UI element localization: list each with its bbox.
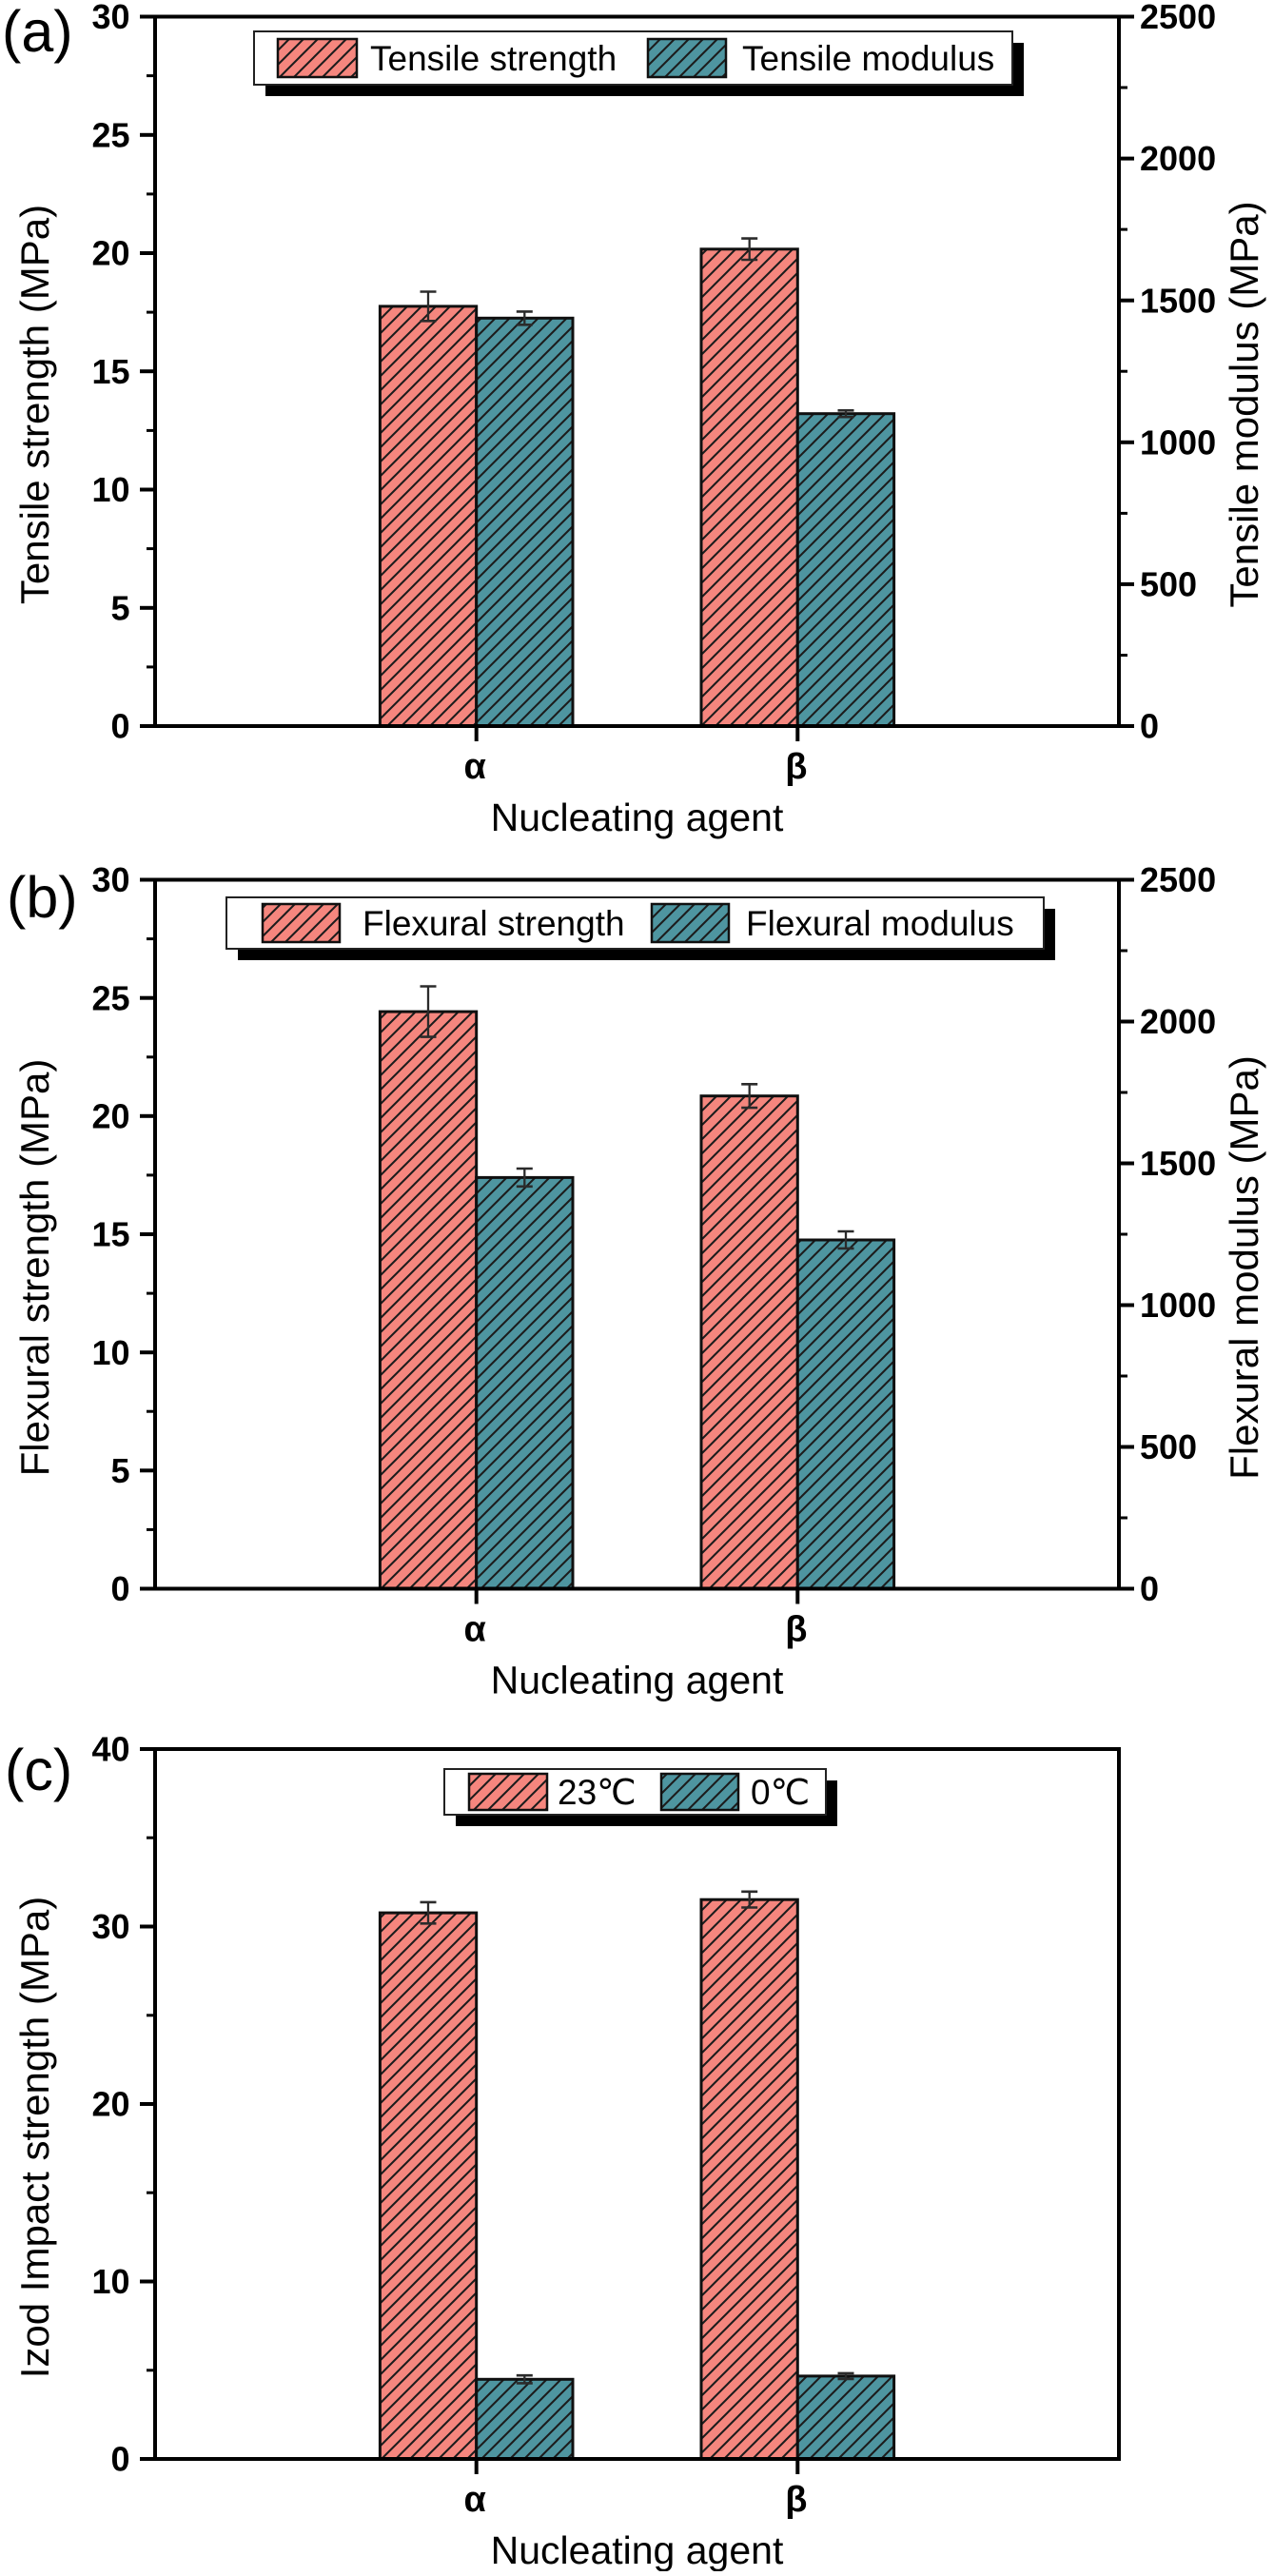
svg-text:(c): (c) [5,1738,72,1802]
svg-text:0: 0 [110,707,129,746]
svg-text:20: 20 [91,2085,129,2124]
svg-text:Flexural modulus (MPa): Flexural modulus (MPa) [1222,1055,1266,1480]
svg-text:1500: 1500 [1140,1144,1216,1183]
svg-text:25: 25 [91,115,129,154]
svg-text:(b): (b) [7,865,78,930]
svg-text:2000: 2000 [1140,139,1216,178]
svg-text:30: 30 [91,860,129,899]
svg-text:20: 20 [91,1096,129,1135]
svg-text:β: β [785,747,807,787]
svg-text:Tensile strength (MPa): Tensile strength (MPa) [12,205,57,604]
svg-text:0: 0 [1140,1569,1159,1608]
svg-text:10: 10 [91,1333,129,1372]
svg-text:β: β [785,2480,807,2520]
svg-text:25: 25 [91,978,129,1017]
svg-text:0: 0 [1140,707,1159,746]
svg-text:2500: 2500 [1140,0,1216,36]
svg-text:0: 0 [110,2440,129,2479]
svg-text:23℃: 23℃ [558,1773,637,1812]
svg-text:β: β [785,1610,807,1650]
svg-text:40: 40 [91,1730,129,1769]
svg-text:15: 15 [91,1215,129,1254]
svg-text:Tensile strength: Tensile strength [370,39,617,78]
svg-text:30: 30 [91,1907,129,1946]
svg-text:α: α [464,747,486,787]
svg-text:Nucleating agent: Nucleating agent [491,796,784,839]
svg-text:20: 20 [91,234,129,273]
svg-text:10: 10 [91,470,129,509]
svg-text:α: α [464,1610,486,1650]
svg-text:2500: 2500 [1140,860,1216,899]
svg-text:0: 0 [110,1569,129,1608]
svg-text:Tensile modulus (MPa): Tensile modulus (MPa) [1222,201,1266,607]
svg-text:Nucleating agent: Nucleating agent [491,2528,784,2571]
svg-text:10: 10 [91,2262,129,2301]
svg-text:Tensile modulus: Tensile modulus [742,39,994,78]
svg-text:Izod Impact strength (MPa): Izod Impact strength (MPa) [12,1897,57,2379]
svg-text:2000: 2000 [1140,1002,1216,1041]
svg-text:30: 30 [91,0,129,36]
svg-text:15: 15 [91,352,129,391]
svg-text:0℃: 0℃ [751,1773,810,1812]
svg-text:5: 5 [110,588,129,627]
svg-text:500: 500 [1140,565,1197,604]
svg-text:α: α [464,2480,486,2520]
svg-text:500: 500 [1140,1427,1197,1466]
svg-text:5: 5 [110,1451,129,1490]
svg-text:Flexural modulus: Flexural modulus [746,904,1014,943]
svg-text:Flexural strength (MPa): Flexural strength (MPa) [12,1059,57,1477]
svg-text:1500: 1500 [1140,281,1216,320]
svg-text:1000: 1000 [1140,1286,1216,1325]
svg-text:1000: 1000 [1140,423,1216,462]
svg-text:(a): (a) [2,0,73,64]
svg-text:Flexural strength: Flexural strength [363,904,625,943]
svg-text:Nucleating agent: Nucleating agent [491,1659,784,1702]
